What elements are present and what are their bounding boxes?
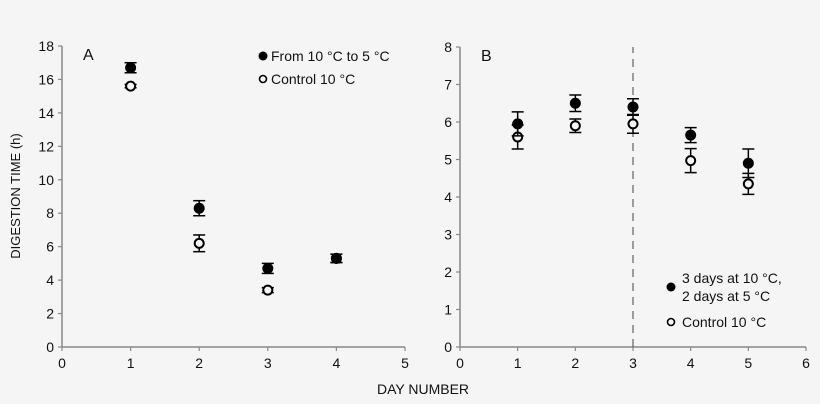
x-axis-title: DAY NUMBER bbox=[377, 381, 469, 397]
y-axis-title: DIGESTION TIME (h) bbox=[8, 133, 23, 258]
y-tick-label: 10 bbox=[38, 172, 54, 188]
y-tick-label: 0 bbox=[46, 339, 54, 355]
panel-label-b: B bbox=[481, 48, 492, 65]
x-tick-label: 1 bbox=[127, 355, 135, 371]
data-point-open bbox=[685, 155, 697, 167]
data-point-filled bbox=[330, 252, 342, 264]
y-tick-label: 0 bbox=[444, 339, 452, 355]
x-tick-label: 1 bbox=[514, 355, 522, 371]
x-tick-label: 5 bbox=[744, 355, 752, 371]
y-tick-label: 6 bbox=[444, 114, 452, 130]
x-tick-label: 3 bbox=[629, 355, 637, 371]
data-point-open bbox=[627, 118, 639, 130]
legend-open-marker-icon bbox=[258, 74, 268, 84]
x-tick-label: 4 bbox=[333, 355, 341, 371]
y-tick-label: 5 bbox=[444, 152, 452, 168]
x-tick-label: 0 bbox=[456, 355, 464, 371]
y-tick-label: 6 bbox=[46, 239, 54, 255]
panel-b: 0 1 2 3 4 5 6 7 8 0 1 2 3 4 5 6 bbox=[444, 39, 810, 371]
data-point-open bbox=[742, 178, 754, 190]
data-point-filled bbox=[512, 118, 524, 130]
data-point-filled bbox=[685, 129, 697, 141]
panel-label-a: A bbox=[83, 47, 94, 64]
legend-open-marker-icon bbox=[666, 317, 676, 327]
legend-b-item-1-line-2: 2 days at 5 °C bbox=[682, 288, 770, 304]
y-tick-label: 14 bbox=[38, 105, 54, 121]
y-tick-label: 2 bbox=[444, 264, 452, 280]
data-point-open bbox=[262, 284, 274, 296]
data-point-open bbox=[569, 120, 581, 132]
y-tick-label: 16 bbox=[38, 71, 54, 87]
data-point-filled bbox=[627, 101, 639, 113]
x-tick-label: 0 bbox=[58, 355, 66, 371]
legend-filled-marker-icon bbox=[666, 282, 676, 292]
x-tick-label: 6 bbox=[802, 355, 810, 371]
y-tick-label: 12 bbox=[38, 138, 54, 154]
y-tick-label: 2 bbox=[46, 306, 54, 322]
y-tick-label: 4 bbox=[46, 272, 54, 288]
legend-filled-marker-icon bbox=[258, 51, 268, 61]
legend-a-item-2: Control 10 °C bbox=[271, 71, 355, 87]
y-tick-label: 18 bbox=[38, 38, 54, 54]
data-point-open bbox=[125, 80, 137, 92]
data-point-open bbox=[193, 237, 205, 249]
data-point-filled bbox=[742, 157, 754, 169]
x-tick-label: 2 bbox=[571, 355, 579, 371]
y-tick-label: 4 bbox=[444, 189, 452, 205]
data-point-filled bbox=[193, 202, 205, 214]
y-tick-label: 8 bbox=[444, 39, 452, 55]
data-point-filled bbox=[125, 62, 137, 74]
legend-a-item-1: From 10 °C to 5 °C bbox=[271, 48, 390, 64]
x-tick-label: 3 bbox=[264, 355, 272, 371]
legend-b-item-1-line-1: 3 days at 10 °C, bbox=[682, 270, 782, 286]
legend-b-item-2: Control 10 °C bbox=[682, 314, 766, 330]
data-point-filled bbox=[262, 262, 274, 274]
y-tick-label: 7 bbox=[444, 77, 452, 93]
y-tick-label: 8 bbox=[46, 205, 54, 221]
y-tick-label: 1 bbox=[444, 302, 452, 318]
x-tick-label: 5 bbox=[401, 355, 409, 371]
x-tick-label: 2 bbox=[195, 355, 203, 371]
x-tick-label: 4 bbox=[687, 355, 695, 371]
data-point-filled bbox=[569, 97, 581, 109]
y-tick-label: 3 bbox=[444, 227, 452, 243]
